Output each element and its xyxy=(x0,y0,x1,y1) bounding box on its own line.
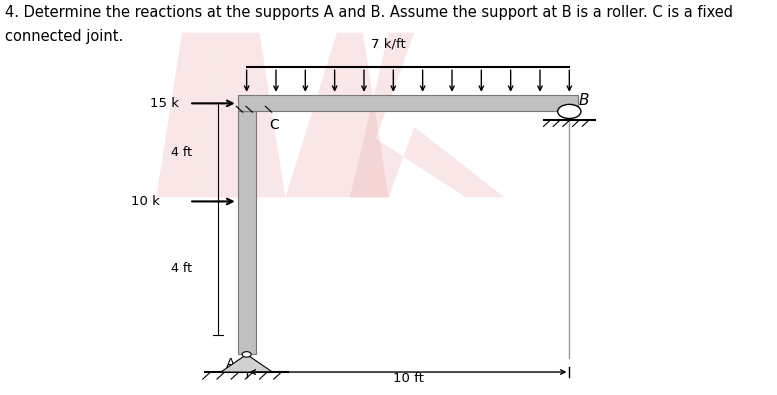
Text: 7 k/ft: 7 k/ft xyxy=(371,38,406,51)
Text: 10 k: 10 k xyxy=(131,195,159,208)
Polygon shape xyxy=(156,33,221,198)
Polygon shape xyxy=(285,33,388,198)
Bar xyxy=(238,111,256,354)
Text: 4. Determine the reactions at the supports A and B. Assume the support at B is a: 4. Determine the reactions at the suppor… xyxy=(5,5,733,20)
Text: connected joint.: connected joint. xyxy=(5,29,123,44)
Text: B: B xyxy=(579,93,590,108)
Text: 10 ft: 10 ft xyxy=(392,372,423,385)
Circle shape xyxy=(242,352,251,357)
Bar xyxy=(238,95,578,111)
Text: 4 ft: 4 ft xyxy=(171,146,192,159)
Text: 4 ft: 4 ft xyxy=(171,261,192,275)
Text: A: A xyxy=(226,357,235,371)
Circle shape xyxy=(558,104,581,118)
Polygon shape xyxy=(350,33,505,198)
Text: C: C xyxy=(269,118,279,132)
Polygon shape xyxy=(195,33,285,198)
Polygon shape xyxy=(221,354,273,372)
Text: 15 k: 15 k xyxy=(150,97,179,110)
